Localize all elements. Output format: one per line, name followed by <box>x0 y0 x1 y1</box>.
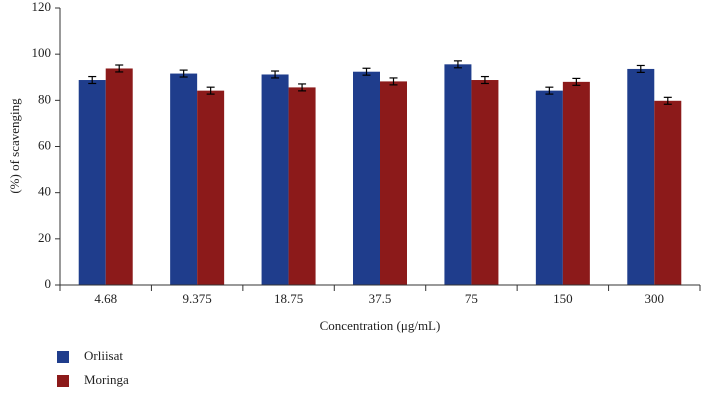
legend-swatch <box>57 351 69 363</box>
x-tick-label: 37.5 <box>369 291 392 306</box>
bar <box>353 71 380 286</box>
legend-label: Moringa <box>84 372 129 387</box>
bar <box>535 90 563 285</box>
y-tick-label: 40 <box>38 184 51 199</box>
legend-swatch <box>57 375 69 387</box>
bar <box>197 90 225 285</box>
bar <box>261 74 289 285</box>
x-tick-label: 4.68 <box>94 291 117 306</box>
y-tick-label: 60 <box>38 137 51 152</box>
bar <box>288 87 316 285</box>
y-tick-label: 80 <box>38 91 51 106</box>
x-tick-label: 300 <box>645 291 665 306</box>
x-tick-label: 9.375 <box>183 291 212 306</box>
y-tick-label: 100 <box>32 45 52 60</box>
y-axis-label: (%) of scavenging <box>7 98 22 194</box>
bar <box>78 80 106 286</box>
y-tick-label: 20 <box>38 230 51 245</box>
legend-label: Orliisat <box>84 348 123 363</box>
x-axis-label: Concentration (μg/mL) <box>320 318 441 333</box>
x-tick-label: 75 <box>465 291 478 306</box>
bar <box>105 68 133 285</box>
y-tick-label: 0 <box>45 276 52 291</box>
bar <box>654 100 682 285</box>
bar <box>170 73 198 285</box>
y-tick-label: 120 <box>32 0 52 14</box>
x-tick-label: 18.75 <box>274 291 303 306</box>
bar <box>444 64 472 285</box>
bar <box>627 68 655 285</box>
bar <box>471 80 499 286</box>
x-tick-label: 150 <box>553 291 573 306</box>
bar <box>380 81 407 285</box>
bar <box>562 81 590 285</box>
